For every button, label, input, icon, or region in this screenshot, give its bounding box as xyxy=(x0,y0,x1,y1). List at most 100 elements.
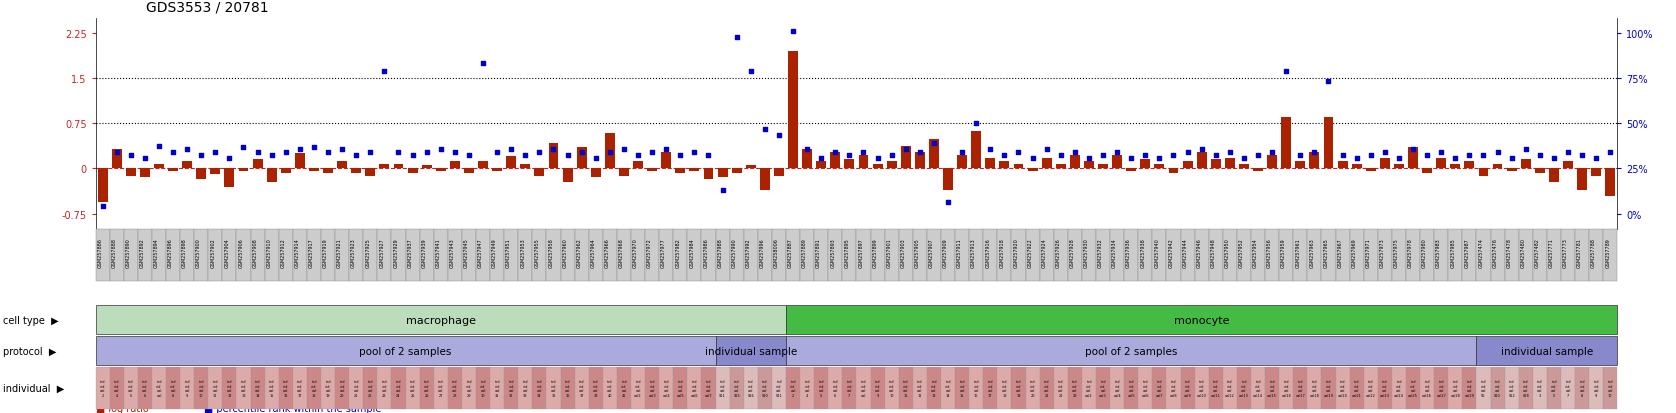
Text: GSM257911: GSM257911 xyxy=(957,237,962,267)
Text: GSM257903: GSM257903 xyxy=(900,237,905,267)
Bar xyxy=(464,169,474,174)
Text: GSM257986: GSM257986 xyxy=(704,237,709,267)
Text: ind
vid
ual
ual27: ind vid ual ual27 xyxy=(1436,380,1446,397)
Bar xyxy=(618,169,628,176)
Point xyxy=(1316,78,1342,85)
Text: GSM257944: GSM257944 xyxy=(1183,237,1188,267)
Bar xyxy=(1113,156,1121,169)
Text: ind
vid
ual
7: ind vid ual 7 xyxy=(1565,380,1570,397)
Bar xyxy=(548,144,558,169)
Bar xyxy=(1210,160,1220,169)
Text: ind
vid
ual
2: ind vid ual 2 xyxy=(791,380,796,397)
Bar xyxy=(1379,158,1389,169)
Text: GSM257969: GSM257969 xyxy=(1351,237,1356,267)
Bar xyxy=(929,140,939,169)
Text: GSM257951: GSM257951 xyxy=(506,237,511,267)
Text: GSM257922: GSM257922 xyxy=(1027,237,1032,267)
Text: GSM257889: GSM257889 xyxy=(803,237,808,267)
Text: GSM257909: GSM257909 xyxy=(944,237,949,267)
Text: GSM257478: GSM257478 xyxy=(1507,237,1512,267)
Point xyxy=(991,152,1017,159)
Text: GSM257966: GSM257966 xyxy=(605,237,610,267)
Text: ind
vid
ual
10: ind vid ual 10 xyxy=(1607,380,1612,397)
Point xyxy=(779,28,806,35)
Bar xyxy=(887,162,897,169)
Text: GSM257929: GSM257929 xyxy=(394,237,399,267)
Text: ind
vid
ual
40: ind vid ual 40 xyxy=(607,380,613,397)
Text: ind
vid
ual
10: ind vid ual 10 xyxy=(888,380,895,397)
Point xyxy=(188,152,215,159)
Text: ind
vid
ual
ual15: ind vid ual ual15 xyxy=(1267,380,1277,397)
Text: GSM257894: GSM257894 xyxy=(154,237,159,267)
Point xyxy=(174,147,201,153)
Point xyxy=(117,152,144,159)
Bar xyxy=(282,169,290,174)
Bar xyxy=(196,169,206,180)
Point xyxy=(272,149,300,155)
Point xyxy=(680,149,707,155)
Point xyxy=(511,152,538,159)
Point xyxy=(1428,149,1455,155)
Text: GSM257920: GSM257920 xyxy=(1014,237,1019,267)
Point xyxy=(597,149,623,155)
Point xyxy=(469,60,496,67)
Text: GSM257913: GSM257913 xyxy=(970,237,975,267)
Text: ind
vid
ual
15: ind vid ual 15 xyxy=(959,380,965,397)
Bar xyxy=(1465,162,1475,169)
Bar xyxy=(238,169,248,172)
Point xyxy=(300,145,327,151)
Point xyxy=(159,149,186,155)
Text: GSM257886: GSM257886 xyxy=(97,237,102,267)
Point xyxy=(1512,147,1539,153)
Point xyxy=(1342,155,1369,161)
Text: ind
vid
ual
14: ind vid ual 14 xyxy=(945,380,950,397)
Text: ind
vid
ual
S15: ind vid ual S15 xyxy=(734,380,741,397)
Text: ind
vid
ual
ual6: ind vid ual ual6 xyxy=(1141,380,1150,397)
Text: ind
vid
ual
16: ind vid ual 16 xyxy=(974,380,979,397)
Point xyxy=(414,149,441,155)
Text: GSM257948: GSM257948 xyxy=(1210,237,1215,267)
Text: GSM257474: GSM257474 xyxy=(1478,237,1483,267)
Bar xyxy=(168,169,178,172)
Bar xyxy=(97,169,107,202)
Text: GSM257902: GSM257902 xyxy=(210,237,215,267)
Point xyxy=(1061,149,1088,155)
Point xyxy=(696,152,722,159)
Bar xyxy=(449,162,459,169)
Text: ind
vid
ual
22: ind vid ual 22 xyxy=(367,380,374,397)
Text: ind
vid
ual
13: ind vid ual 13 xyxy=(241,380,246,397)
Point xyxy=(1371,149,1398,155)
Text: ind
vid
ual
41: ind vid ual 41 xyxy=(622,380,627,397)
Bar xyxy=(803,150,813,169)
Bar xyxy=(352,169,360,174)
Text: GSM257771: GSM257771 xyxy=(1549,237,1554,267)
Bar xyxy=(957,156,967,169)
Bar xyxy=(1014,164,1024,169)
Point xyxy=(892,147,918,153)
Point xyxy=(1160,152,1187,159)
Point xyxy=(1245,152,1272,159)
Text: GSM257965: GSM257965 xyxy=(1324,237,1329,267)
Bar xyxy=(1564,162,1574,169)
Bar xyxy=(1069,156,1079,169)
Text: GSM257924: GSM257924 xyxy=(1042,237,1046,267)
Text: GSM257906: GSM257906 xyxy=(238,237,243,267)
Point xyxy=(456,152,483,159)
Text: GDS3553 / 20781: GDS3553 / 20781 xyxy=(146,0,268,14)
Point xyxy=(850,149,877,155)
Point xyxy=(962,121,989,127)
Text: ind
vid
ual
32: ind vid ual 32 xyxy=(508,380,515,397)
Text: GSM257925: GSM257925 xyxy=(365,237,370,267)
Point xyxy=(1555,149,1582,155)
Bar xyxy=(1394,164,1404,169)
Bar xyxy=(126,169,136,176)
Bar xyxy=(436,169,446,172)
Point xyxy=(427,147,454,153)
Bar xyxy=(647,169,657,172)
Point xyxy=(808,155,835,161)
Bar xyxy=(1423,169,1431,174)
Point xyxy=(1287,152,1314,159)
Point xyxy=(1399,147,1426,153)
Bar xyxy=(535,169,545,176)
Text: ind
vid
ual
37: ind vid ual 37 xyxy=(578,380,585,397)
